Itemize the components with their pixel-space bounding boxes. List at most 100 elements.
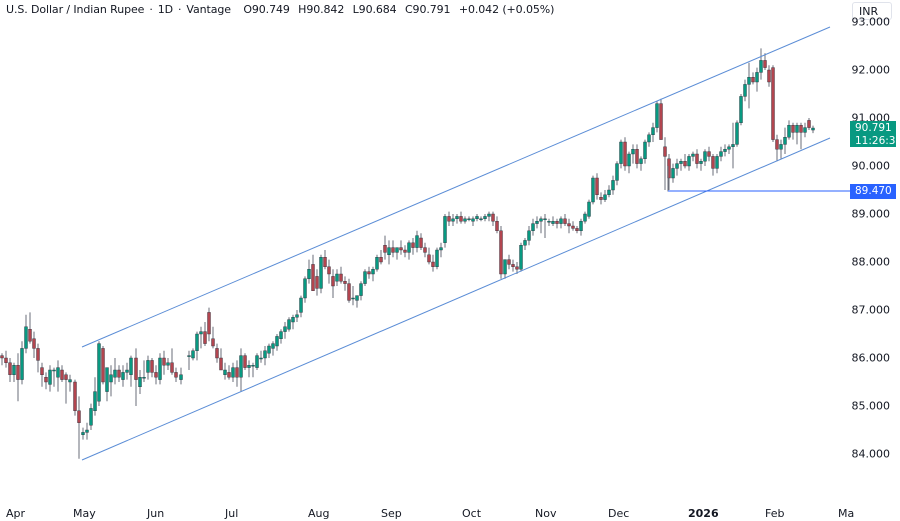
separator: · <box>178 3 182 16</box>
candle-up <box>97 343 101 402</box>
time-tick-label: Aug <box>308 507 330 520</box>
candle-up <box>779 144 783 150</box>
candle-up <box>615 163 619 181</box>
candle-up <box>743 84 747 97</box>
candle-down <box>347 283 351 301</box>
candle-up <box>287 319 291 330</box>
candle-down <box>315 276 319 289</box>
price-tick-label: 87.000 <box>851 303 891 317</box>
time-tick-label: Dec <box>608 507 630 520</box>
low-value: L90.684 <box>352 3 397 16</box>
last-price: 90.791 <box>855 122 892 134</box>
candle-down <box>707 151 711 157</box>
candle-up <box>583 213 587 222</box>
interval[interactable]: 1D <box>157 3 173 16</box>
candle-up <box>439 247 443 251</box>
candle-down <box>555 220 559 224</box>
candle-down <box>767 69 771 83</box>
candle-up <box>359 283 363 296</box>
candle-down <box>4 357 8 363</box>
candle-down <box>623 141 627 167</box>
candle-up <box>68 379 72 383</box>
candle-down <box>162 357 166 366</box>
high-value: H90.842 <box>298 3 345 16</box>
close-value: C90.791 <box>404 3 451 16</box>
candle-down <box>311 264 315 291</box>
candle-up <box>783 136 787 145</box>
candle-down <box>219 357 223 371</box>
candle-up <box>20 348 24 380</box>
candle-up <box>687 156 691 167</box>
candle-up <box>223 369 227 375</box>
candle-up <box>795 124 799 133</box>
candle-up <box>651 127 655 135</box>
candle-down <box>40 367 44 376</box>
candle-up <box>259 357 263 360</box>
candle-down <box>459 216 463 222</box>
channel-lower-line[interactable] <box>81 137 831 461</box>
candle-up <box>307 269 311 280</box>
currency-selector[interactable]: INR <box>852 2 892 20</box>
candle-down <box>791 124 795 133</box>
candle-down <box>215 348 219 359</box>
time-tick-label: 2026 <box>688 507 719 520</box>
candle-up <box>607 189 611 195</box>
candle-up <box>291 317 295 323</box>
candle-up <box>547 220 551 223</box>
candle-up <box>247 365 251 368</box>
candle-down <box>635 148 639 164</box>
candle-down <box>695 153 699 164</box>
channel-upper-line[interactable] <box>81 26 831 348</box>
candle-up <box>467 218 471 221</box>
candle-down <box>423 247 427 253</box>
candle-up <box>699 160 703 164</box>
candle-down <box>659 103 663 140</box>
candle-up <box>639 158 643 164</box>
candle-up <box>675 163 679 169</box>
candle-up <box>487 213 491 217</box>
last-price-tag: 90.791 11:26:34 <box>850 121 900 147</box>
candle-up <box>727 146 731 150</box>
candle-down <box>227 372 231 378</box>
symbol-name[interactable]: U.S. Dollar / Indian Rupee <box>6 3 145 16</box>
horizontal-level-line[interactable] <box>667 166 850 192</box>
candle-up <box>283 326 287 332</box>
time-tick-label: Nov <box>535 507 557 520</box>
candle-down <box>331 276 335 287</box>
candle-up <box>527 230 531 241</box>
candle-down <box>711 156 715 169</box>
candle-down <box>399 247 403 251</box>
candle-up <box>255 355 259 368</box>
candle-down <box>77 410 81 423</box>
candle-up <box>121 372 125 380</box>
candle-up <box>591 177 595 203</box>
candle-down <box>383 244 387 253</box>
candle-down <box>391 247 395 253</box>
candle-up <box>295 314 299 318</box>
candle-up <box>125 369 129 373</box>
time-tick-label: May <box>73 507 96 520</box>
candle-up <box>275 336 279 347</box>
candle-down <box>101 348 105 383</box>
candle-up <box>451 218 455 222</box>
candle-down <box>571 225 575 229</box>
candle-up <box>479 218 483 221</box>
candle-up <box>483 216 487 219</box>
candle-up <box>519 244 523 270</box>
candle-down <box>327 266 331 275</box>
candle-up <box>503 259 507 275</box>
candle-up <box>443 216 447 243</box>
candle-up <box>475 216 479 219</box>
candle-up <box>731 144 735 147</box>
candle-up <box>109 374 113 383</box>
candle-up <box>375 257 379 270</box>
candle-up <box>579 220 583 231</box>
candle-down <box>499 230 503 275</box>
candle-up <box>271 343 275 349</box>
candle-down <box>203 331 207 344</box>
candle-up <box>747 76 751 85</box>
candle-down <box>663 146 667 157</box>
candle-up <box>703 151 707 162</box>
candle-down <box>379 257 383 263</box>
